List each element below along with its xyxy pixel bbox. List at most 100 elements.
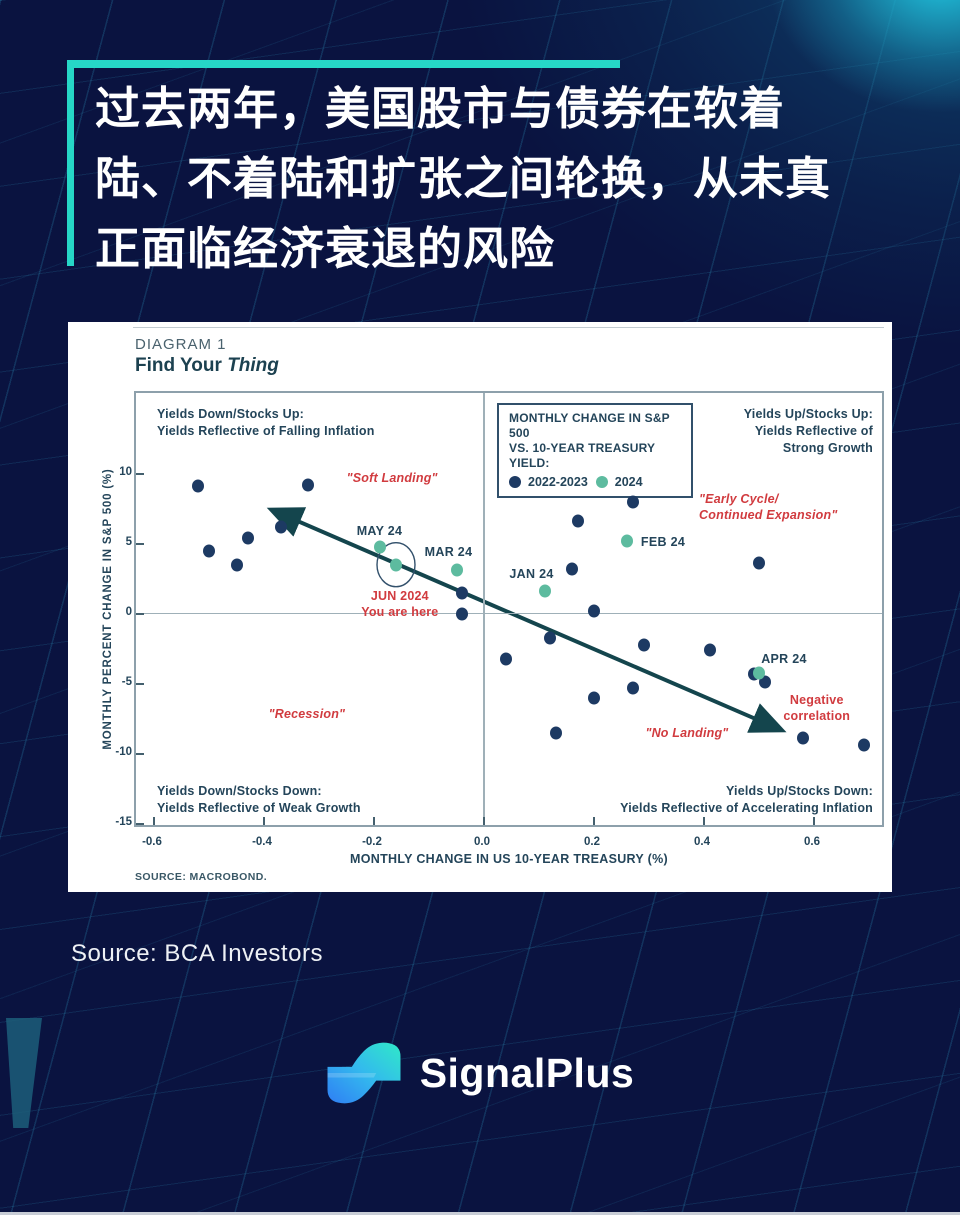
data-point-2022-2023 [588, 691, 600, 705]
page-title: 过去两年，美国股市与债券在软着 陆、不着陆和扩张之间轮换，从未真 正面临经济衰退… [95, 74, 895, 284]
data-point-2022-2023 [500, 652, 512, 665]
data-point-2022-2023 [544, 631, 556, 644]
quadrant-label-bottom-right: Yields Up/Stocks Down: Yields Reflective… [620, 784, 873, 816]
x-tick-mark [153, 817, 155, 825]
x-tick-mark [373, 817, 375, 825]
brand-name: SignalPlus [419, 1049, 635, 1096]
legend-items: 2022-2023 2024 [509, 475, 683, 489]
data-point-2022-2023 [456, 586, 468, 600]
x-tick-label: -0.4 [252, 836, 272, 848]
data-point-2022-2023 [302, 478, 314, 492]
y-tick-mark [136, 752, 144, 755]
y-tick-mark [136, 472, 144, 475]
month-label: MAY 24 [356, 523, 403, 538]
y-tick-label: -5 [121, 675, 132, 688]
legend-dot-2024 [595, 476, 608, 488]
legend-item-2024: 2024 [595, 475, 643, 489]
brand-lockup: SignalPlus [0, 1040, 960, 1106]
diagram-label: DIAGRAM 1 [135, 336, 227, 353]
x-tick-mark [263, 817, 265, 825]
data-point-2022-2023 [753, 556, 765, 570]
annotation-jun-you-are-here: JUN 2024 You are here [361, 588, 439, 620]
data-point-2022-2023 [637, 638, 650, 651]
x-axis-tick-labels: -0.6 -0.4 -0.2 0.0 0.2 0.4 0.6 [134, 836, 884, 852]
month-label: FEB 24 [640, 534, 686, 549]
y-tick-mark [136, 612, 144, 615]
month-label: MAR 24 [424, 545, 473, 560]
annotation-soft-landing: "Soft Landing" [346, 470, 438, 485]
data-point-2022-2023 [857, 738, 870, 752]
data-point-2024 [450, 563, 463, 577]
annotation-negative-correlation: Negative correlation [783, 692, 851, 724]
y-tick-label: 0 [125, 605, 132, 618]
scatter-plot-area: Yields Down/Stocks Up: Yields Reflective… [134, 391, 884, 827]
x-tick-mark [483, 817, 485, 825]
data-point-2022-2023 [241, 531, 254, 545]
annotation-recession: "Recession" [268, 706, 346, 721]
legend-title: MONTHLY CHANGE IN S&P 500 VS. 10-YEAR TR… [509, 411, 670, 470]
bottom-edge-line [0, 1212, 960, 1215]
x-tick-label: -0.6 [142, 836, 162, 848]
annotation-no-landing: "No Landing" [645, 725, 729, 740]
negative-correlation-arrow [266, 507, 787, 733]
legend-dot-2022-2023 [509, 476, 521, 488]
title-accent-bar-top [67, 60, 620, 68]
data-point-2022-2023 [626, 495, 639, 509]
data-point-2022-2023 [703, 643, 716, 657]
card-top-rule [133, 327, 884, 328]
data-point-2022-2023 [549, 726, 562, 740]
data-point-2022-2023 [192, 479, 204, 493]
quadrant-label-top-left: Yields Down/Stocks Up: Yields Reflective… [157, 407, 375, 438]
chart-title-italic: Thing [227, 355, 279, 376]
y-tick-mark [136, 682, 144, 685]
data-point-2024 [373, 540, 386, 553]
signalplus-logo-icon [327, 1042, 401, 1104]
chart-card: DIAGRAM 1 Find Your Thing Yields Down/St… [68, 322, 892, 892]
annotation-early-cycle: "Early Cycle/Continued Expansion" [699, 491, 838, 523]
chart-legend: MONTHLY CHANGE IN S&P 500 VS. 10-YEAR TR… [497, 403, 693, 498]
x-tick-mark [703, 817, 705, 825]
title-line-2: 陆、不着陆和扩张之间轮换，从未真 [95, 153, 832, 204]
chart-source: SOURCE: MACROBOND. [135, 871, 268, 883]
y-tick-label: 5 [125, 535, 132, 548]
title-line-1: 过去两年，美国股市与债券在软着 [95, 83, 786, 134]
x-tick-label: 0.0 [474, 836, 490, 848]
y-tick-mark [136, 542, 144, 545]
zero-vertical-line [483, 393, 485, 825]
x-axis-title: MONTHLY CHANGE IN US 10-YEAR TREASURY (%… [350, 852, 668, 866]
data-point-2022-2023 [274, 520, 287, 534]
x-tick-mark [813, 817, 815, 825]
y-tick-label: 10 [119, 465, 132, 478]
x-tick-mark [593, 817, 595, 825]
quadrant-label-bottom-left: Yields Down/Stocks Down: Yields Reflecti… [157, 784, 361, 816]
x-tick-label: 0.4 [694, 836, 710, 848]
data-point-2024 [621, 534, 633, 548]
data-point-2022-2023 [797, 731, 809, 745]
data-point-2022-2023 [626, 681, 639, 695]
y-tick-label: -15 [115, 815, 132, 828]
quadrant-label-top-right: Yields Up/Stocks Up: Yields Reflective o… [743, 407, 873, 455]
month-label: APR 24 [761, 651, 807, 666]
y-axis-title: MONTHLY PERCENT CHANGE IN S&P 500 (%) [102, 468, 114, 750]
x-tick-label: -0.2 [362, 836, 382, 848]
data-point-2022-2023 [588, 604, 600, 618]
data-point-2022-2023 [230, 558, 243, 572]
data-point-2022-2023 [456, 607, 468, 621]
zero-horizontal-line [136, 612, 882, 615]
title-accent-bar-left [67, 60, 74, 266]
y-tick-label: -10 [115, 745, 132, 758]
title-line-3: 正面临经济衰退的风险 [95, 223, 556, 274]
data-point-2022-2023 [566, 562, 578, 576]
data-point-2022-2023 [571, 514, 584, 528]
month-label: JAN 24 [509, 567, 554, 582]
data-point-2024 [753, 666, 765, 679]
data-point-2022-2023 [203, 544, 215, 558]
data-point-2024 [390, 558, 402, 572]
source-caption: Source: BCA Investors [71, 940, 323, 967]
y-tick-mark [136, 822, 144, 825]
x-tick-label: 0.2 [584, 836, 600, 848]
data-point-2024 [538, 584, 551, 598]
legend-item-2022-2023: 2022-2023 [509, 475, 588, 489]
chart-title: Find Your Thing [135, 355, 279, 376]
